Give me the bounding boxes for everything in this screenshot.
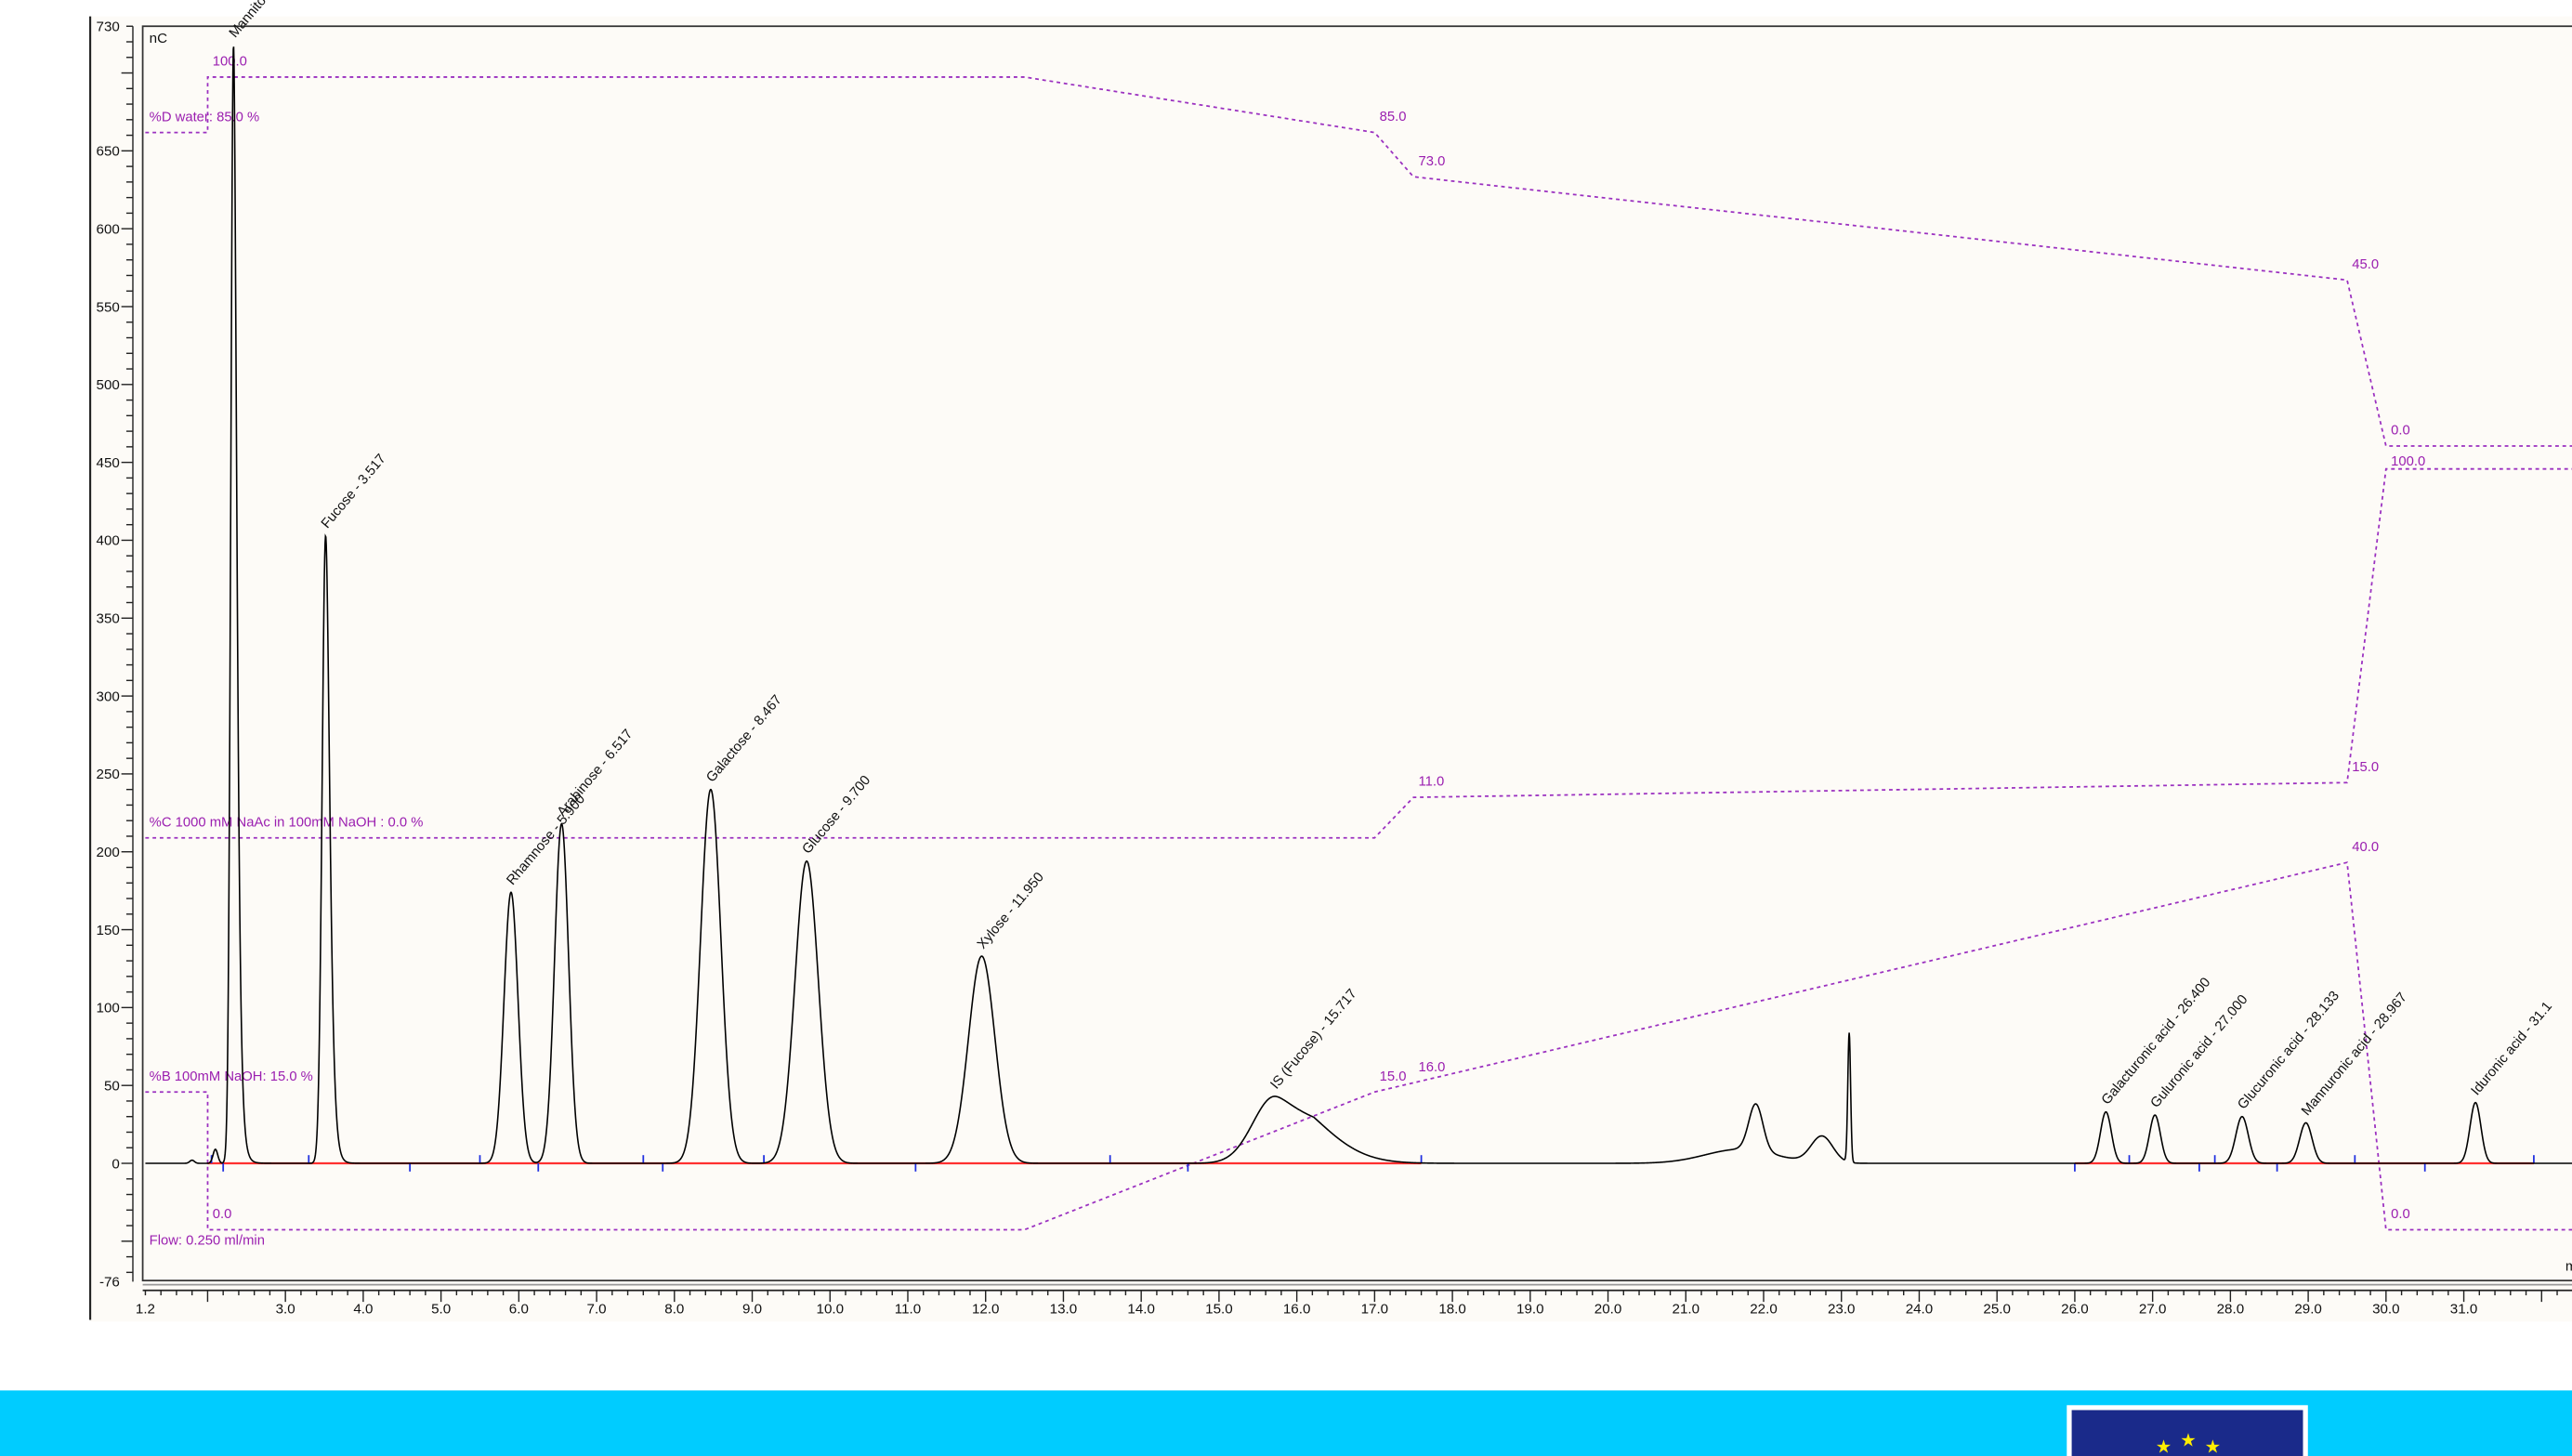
y-tick-label: 600 bbox=[97, 221, 120, 237]
x-tick-label: 30.0 bbox=[2372, 1301, 2400, 1317]
gradient-value-label: 0.0 bbox=[213, 1207, 232, 1222]
gradient-value-label: 15.0 bbox=[1380, 1069, 1407, 1084]
y-tick-label: 400 bbox=[97, 533, 120, 549]
y-tick-label: 450 bbox=[97, 455, 120, 471]
star-icon: ★ bbox=[2205, 1436, 2221, 1456]
gradient-value-label: 85.0 bbox=[1380, 110, 1407, 125]
y-tick-label: 300 bbox=[97, 689, 120, 704]
x-tick-label: 31.0 bbox=[2450, 1301, 2478, 1317]
y-tick-label: -76 bbox=[99, 1275, 120, 1291]
x-tick-label: 4.0 bbox=[353, 1301, 373, 1317]
x-tick-label: 18.0 bbox=[1438, 1301, 1466, 1317]
chromatogram-trace bbox=[145, 46, 2572, 1164]
x-tick-label: 10.0 bbox=[817, 1301, 845, 1317]
gradient-label-D: %D water: 85.0 % bbox=[150, 111, 260, 125]
gradient-value-label: 0.0 bbox=[2391, 424, 2410, 439]
y-tick-label: 0 bbox=[112, 1156, 119, 1172]
x-tick-label: 5.0 bbox=[431, 1301, 451, 1317]
x-tick-label: 6.0 bbox=[509, 1301, 529, 1317]
y-tick-label: 350 bbox=[97, 611, 120, 627]
star-icon: ★ bbox=[2156, 1436, 2172, 1456]
x-tick-label: 8.0 bbox=[664, 1301, 684, 1317]
x-tick-label: 19.0 bbox=[1516, 1301, 1544, 1317]
y-tick-label: 100 bbox=[97, 1001, 120, 1017]
x-tick-label: 22.0 bbox=[1750, 1301, 1778, 1317]
gradient-value-label: 100.0 bbox=[2391, 454, 2425, 469]
x-tick-label: 20.0 bbox=[1594, 1301, 1622, 1317]
x-tick-label: 11.0 bbox=[895, 1301, 921, 1317]
x-tick-label: 14.0 bbox=[1127, 1301, 1155, 1317]
x-tick-label: 3.0 bbox=[276, 1301, 295, 1317]
y-tick-label: 500 bbox=[97, 377, 120, 393]
plot-area bbox=[141, 25, 2572, 1282]
gradient-value-label: 16.0 bbox=[1419, 1060, 1446, 1075]
y-tick-label: 150 bbox=[97, 923, 120, 938]
x-tick-label: 12.0 bbox=[972, 1301, 1000, 1317]
x-axis-unit: min bbox=[2565, 1259, 2572, 1275]
star-icon: ★ bbox=[2180, 1430, 2196, 1450]
gradient-value-label: 100.0 bbox=[213, 55, 247, 70]
gradient-value-label: 0.0 bbox=[2391, 1207, 2410, 1222]
x-tick-label: 29.0 bbox=[2294, 1301, 2322, 1317]
y-tick-label: 250 bbox=[97, 767, 120, 782]
x-tick-label: 24.0 bbox=[1906, 1301, 1934, 1317]
y-axis-unit: nC bbox=[150, 31, 167, 46]
eu-flag-logo: ★ ★ ★ bbox=[2067, 1405, 2308, 1456]
gradient-value-label: 40.0 bbox=[2352, 840, 2379, 855]
x-tick-label: 21.0 bbox=[1673, 1301, 1700, 1317]
x-tick-label: 13.0 bbox=[1050, 1301, 1078, 1317]
x-tick-label: 26.0 bbox=[2061, 1301, 2089, 1317]
gradient-line-D bbox=[145, 76, 2572, 447]
y-tick-label: 50 bbox=[104, 1078, 120, 1094]
x-tick-label: 17.0 bbox=[1361, 1301, 1389, 1317]
gradient-value-label: 15.0 bbox=[2352, 760, 2379, 775]
y-axis: -76 0 50 100 150 200 250 300 350 400 450 500 550 600 6… bbox=[97, 20, 134, 1291]
y-tick-label: 550 bbox=[97, 299, 120, 315]
x-axis: 1.2 3.0 4.0 5.0 6.0 7.0 8.0 9.0 10.0 11.0 12.0 13.0… bbox=[136, 1290, 2558, 1317]
y-tick-label: 730 bbox=[97, 20, 120, 35]
flow-label: Flow: 0.250 ml/min bbox=[150, 1233, 265, 1248]
x-tick-label: 1.2 bbox=[136, 1301, 155, 1317]
x-tick-label: 7.0 bbox=[587, 1301, 607, 1317]
x-tick-label: 27.0 bbox=[2139, 1301, 2167, 1317]
x-tick-label: 23.0 bbox=[1828, 1301, 1856, 1317]
gradient-value-label: 11.0 bbox=[1419, 775, 1445, 790]
gradient-value-label: 45.0 bbox=[2352, 257, 2379, 272]
gradient-label-B: %B 100mM NaOH: 15.0 % bbox=[150, 1069, 313, 1084]
gradient-program: %D water: 85.0 % %C 1000 mM NaAc in 100mM… bbox=[145, 55, 2572, 1248]
y-tick-label: 650 bbox=[97, 144, 120, 160]
gradient-label-C: %C 1000 mM NaAc in 100mM NaOH : 0.0 % bbox=[150, 815, 424, 830]
y-tick-label: 200 bbox=[97, 845, 120, 860]
gradient-line-B bbox=[145, 861, 2572, 1231]
x-tick-label: 25.0 bbox=[1983, 1301, 2011, 1317]
x-tick-label: 15.0 bbox=[1205, 1301, 1233, 1317]
x-tick-label: 28.0 bbox=[2217, 1301, 2245, 1317]
gradient-value-label: 73.0 bbox=[1419, 154, 1446, 169]
x-tick-label: 16.0 bbox=[1283, 1301, 1311, 1317]
x-tick-label: 9.0 bbox=[742, 1301, 762, 1317]
